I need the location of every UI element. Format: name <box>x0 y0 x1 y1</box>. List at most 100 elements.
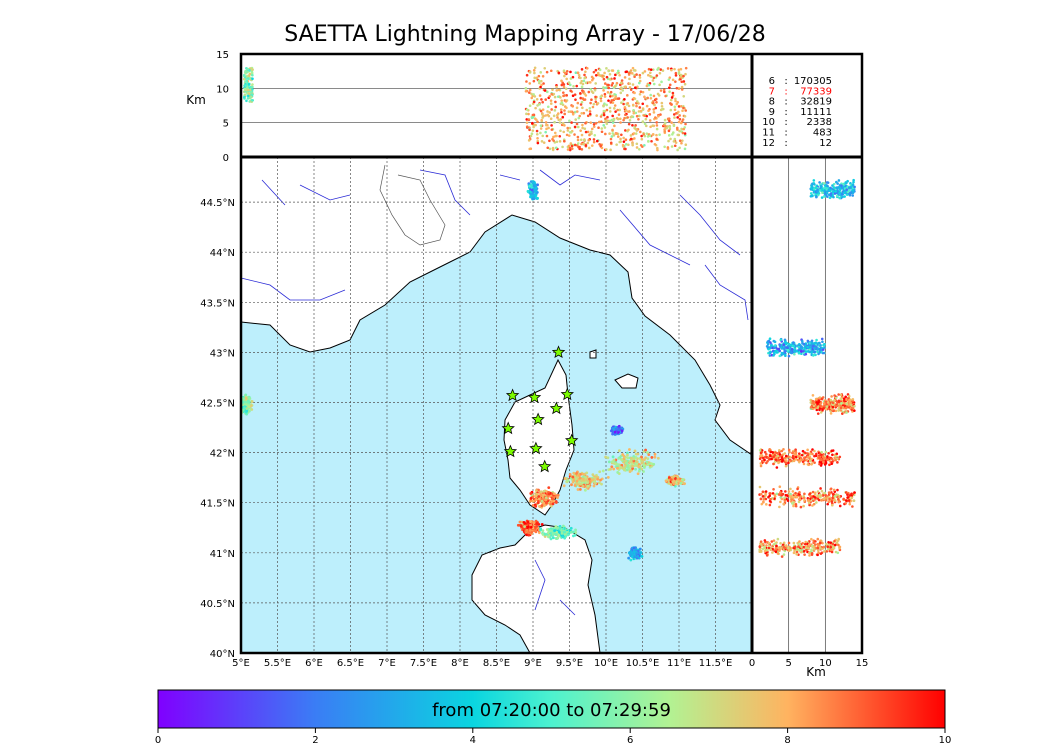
top-flash-point <box>680 88 684 91</box>
top-flash-point <box>622 136 625 140</box>
right-flash-point <box>763 458 766 462</box>
top-flash-point <box>531 129 535 132</box>
top-flash-point <box>653 142 657 146</box>
top-flash-point <box>672 124 676 128</box>
top-flash-point <box>671 133 674 136</box>
flash-point <box>237 407 240 410</box>
top-flash-point <box>606 119 609 122</box>
flash-point <box>516 523 520 527</box>
top-flash-point <box>605 75 609 79</box>
right-flash-point <box>839 409 843 412</box>
top-flash-point <box>579 76 582 80</box>
top-flash-point <box>613 77 616 80</box>
top-flash-point <box>559 129 562 133</box>
top-flash-point <box>666 67 670 70</box>
flash-point <box>541 533 545 536</box>
right-flash-point <box>828 196 832 200</box>
top-flash-point <box>660 80 663 84</box>
right-flash-point <box>772 351 776 354</box>
flash-point <box>578 487 582 491</box>
top-flash-point <box>605 148 608 151</box>
top-flash-point <box>615 143 618 146</box>
station-star <box>549 401 564 415</box>
top-flash-point <box>643 114 646 117</box>
right-flash-point <box>770 343 773 347</box>
right-flash-point <box>785 459 788 462</box>
top-flash-point <box>577 73 581 77</box>
right-flash-point <box>829 194 833 198</box>
right-flash-point <box>816 490 820 493</box>
right-flash-point <box>797 345 800 349</box>
x-tick-label: 7°E <box>378 658 396 669</box>
flash-point <box>631 467 635 470</box>
top-flash-point <box>655 133 658 137</box>
right-flash-point <box>759 497 763 501</box>
flash-point <box>642 466 646 469</box>
right-flash-point <box>829 541 833 544</box>
right-flash-point <box>797 351 801 355</box>
right-flash-point <box>838 455 842 459</box>
flash-point <box>599 478 602 482</box>
right-flash-point <box>838 545 842 549</box>
right-flash-point <box>784 490 787 493</box>
count-separator: : <box>784 128 787 139</box>
right-flash-point <box>807 543 811 546</box>
station-star <box>531 412 545 426</box>
right-flash-point <box>818 462 821 466</box>
top-flash-point <box>604 119 607 123</box>
top-flash-point <box>559 96 562 99</box>
top-flash-point <box>654 106 658 110</box>
top-flash-point <box>586 141 590 145</box>
top-flash-point <box>584 144 588 147</box>
top-flash-point <box>593 133 597 137</box>
top-flash-point <box>670 121 673 124</box>
top-flash-point <box>662 88 666 92</box>
right-flash-point <box>819 539 822 543</box>
flash-point <box>614 462 617 466</box>
top-flash-point <box>554 105 558 109</box>
right-flash-point <box>837 393 840 396</box>
top-flash-point <box>581 106 584 110</box>
top-flash-point <box>616 71 619 75</box>
top-flash-point <box>614 110 617 113</box>
top-flash-point <box>592 125 596 129</box>
top-flash-point <box>591 105 595 109</box>
flash-point <box>636 452 640 456</box>
top-flash-point <box>651 133 655 136</box>
right-flash-point <box>764 455 767 459</box>
top-flash-point <box>684 66 688 70</box>
top-flash-point <box>251 77 254 80</box>
top-flash-point <box>553 120 556 124</box>
right-flash-point <box>812 404 816 408</box>
right-flash-point <box>823 463 827 466</box>
colorbar-tick-label: 8 <box>784 735 790 746</box>
right-flash-point <box>782 347 786 351</box>
top-flash-point <box>678 146 681 150</box>
top-flash-point <box>581 97 585 100</box>
right-flash-point <box>810 341 814 345</box>
flash-point <box>646 457 650 461</box>
right-flash-point <box>839 406 843 410</box>
top-flash-point <box>649 93 652 97</box>
right-flash-point <box>838 504 842 508</box>
top-flash-point <box>525 80 528 83</box>
right-flash-point <box>820 489 824 493</box>
right-flash-point <box>837 543 840 547</box>
top-flash-point <box>246 97 250 100</box>
top-flash-point <box>566 148 570 151</box>
top-flash-point <box>529 134 533 138</box>
top-flash-point <box>635 129 639 132</box>
top-flash-point <box>573 125 577 129</box>
top-flash-point <box>684 122 687 126</box>
right-flash-point <box>778 449 781 452</box>
flash-point <box>539 490 543 494</box>
top-flash-point <box>583 127 587 131</box>
top-flash-point <box>659 89 663 92</box>
flash-point <box>557 530 561 534</box>
right-flash-point <box>811 401 814 405</box>
top-flash-point <box>587 138 591 142</box>
top-flash-point <box>615 81 619 85</box>
flash-point <box>532 181 536 185</box>
top-flash-point <box>546 90 549 94</box>
station-star <box>527 390 542 404</box>
